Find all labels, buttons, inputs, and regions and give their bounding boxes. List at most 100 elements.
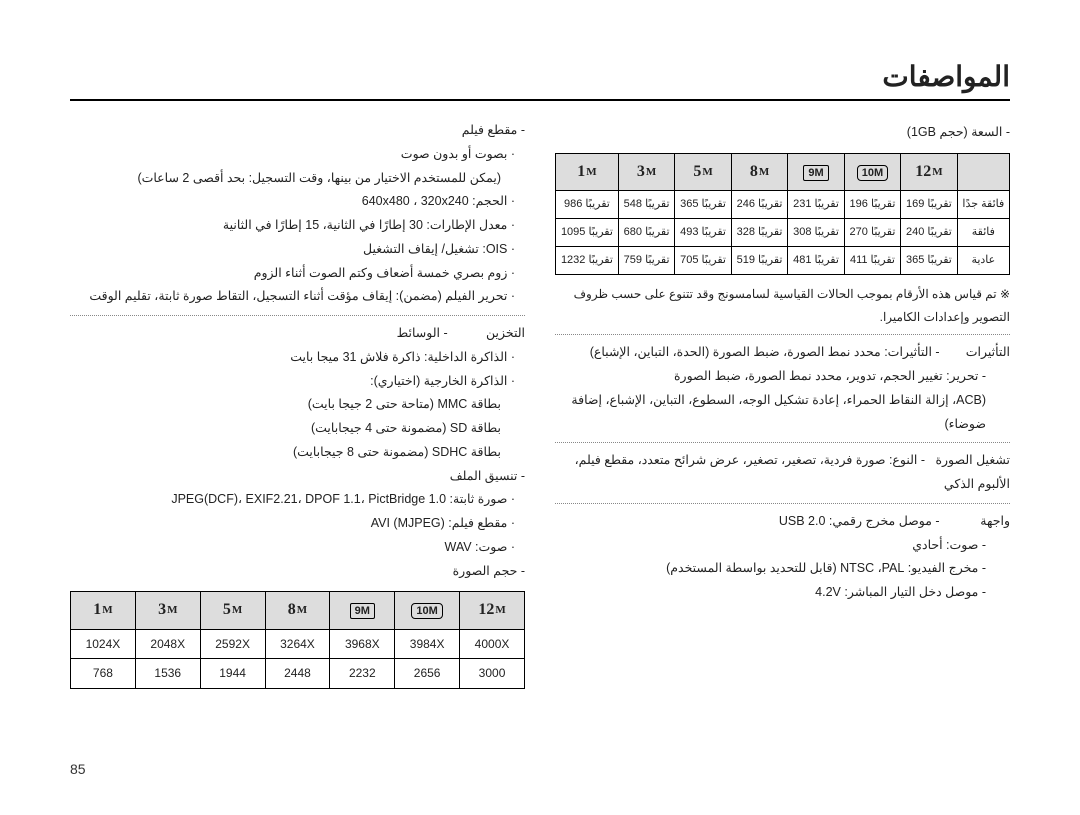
cap-header: 10M — [844, 153, 900, 190]
cap-cell: تقريبًا 308 — [788, 219, 844, 247]
cap-cell: تقريبًا 365 — [901, 246, 957, 274]
storage-row: التخزين - الوسائط — [70, 322, 525, 346]
external-mem: · الذاكرة الخارجية (اختياري): — [70, 370, 515, 394]
cap-cell: تقريبًا 411 — [844, 246, 900, 274]
cap-header: 3M — [618, 153, 674, 190]
cap-rowlabel: فائقة — [957, 219, 1009, 247]
storage-label: التخزين — [465, 322, 525, 346]
size-cell: 1536 — [135, 659, 200, 689]
cap-cell: تقريبًا 680 — [618, 219, 674, 247]
cap-cell: تقريبًا 231 — [788, 191, 844, 219]
cap-cell: تقريبًا 548 — [618, 191, 674, 219]
content-columns: - مقطع فيلم · بصوت أو بدون صوت (يمكن للم… — [70, 119, 1010, 689]
cap-rowlabel: فائقة جدًا — [957, 191, 1009, 219]
dc-line: - موصل دخل التيار المباشر: 4.2V — [555, 581, 986, 605]
size-cell: 2048X — [135, 629, 200, 659]
size-cell: 1024X — [71, 629, 136, 659]
size-cell: 768 — [71, 659, 136, 689]
mmc-line: بطاقة MMC (متاحة حتى 2 جيجا بايت) — [70, 393, 501, 417]
size-cell: 1944 — [200, 659, 265, 689]
video-zoom: · زوم بصري خمسة أضعاف وكتم الصوت أثناء ا… — [70, 262, 515, 286]
left-column: - السعة (حجم 1GB) 12M10M9M8M5M3M1M فائقة… — [555, 119, 1010, 689]
size-cell: 3000 — [460, 659, 525, 689]
size-header: 12M — [460, 592, 525, 629]
cap-cell: تقريبًا 519 — [731, 246, 787, 274]
size-header: 8M — [265, 592, 330, 629]
cap-header: 8M — [731, 153, 787, 190]
size-cell: 3984X — [395, 629, 460, 659]
capacity-note: ※ تم قياس هذه الأرقام بموجب الحالات القي… — [555, 283, 1010, 329]
size-cell: 3264X — [265, 629, 330, 659]
cap-header-blank — [957, 153, 1009, 190]
usb-line: - موصل مخرج رقمي: USB 2.0 — [779, 514, 940, 528]
cap-cell: تقريبًا 759 — [618, 246, 674, 274]
capacity-caption: - السعة (حجم 1GB) — [555, 121, 1010, 145]
sdhc-line: بطاقة SDHC (مضمونة حتى 8 جيجابايت) — [70, 441, 501, 465]
cap-cell: تقريبًا 493 — [675, 219, 731, 247]
cap-header: 12M — [901, 153, 957, 190]
cap-header: 5M — [675, 153, 731, 190]
video-out-line: - مخرج الفيديو: NTSC ،PAL (قابل للتحديد … — [555, 557, 986, 581]
divider — [70, 315, 525, 316]
cap-cell: تقريبًا 365 — [675, 191, 731, 219]
video-size: · الحجم: 640x480 ، 320x240 — [70, 190, 515, 214]
interface-row: واجهة - موصل مخرج رقمي: USB 2.0 — [555, 510, 1010, 534]
cap-cell: تقريبًا 196 — [844, 191, 900, 219]
cap-cell: تقريبًا 1232 — [556, 246, 619, 274]
movie-format: · مقطع فيلم: AVI (MJPEG) — [70, 512, 515, 536]
playback-label: تشغيل الصورة — [935, 449, 1010, 473]
video-note: (يمكن للمستخدم الاختيار من بينها، وقت ال… — [70, 167, 501, 191]
cap-rowlabel: عادية — [957, 246, 1009, 274]
divider — [555, 334, 1010, 335]
size-header: 5M — [200, 592, 265, 629]
audio-line: - صوت: أحادي — [555, 534, 986, 558]
acb-line: (ACB، إزالة النقاط الحمراء، إعادة تشكيل … — [555, 389, 986, 437]
sound-format: · صوت: WAV — [70, 536, 515, 560]
size-header: 3M — [135, 592, 200, 629]
cap-cell: تقريبًا 246 — [731, 191, 787, 219]
size-cell: 2232 — [330, 659, 395, 689]
internal-mem: · الذاكرة الداخلية: ذاكرة فلاش 31 ميجا ب… — [70, 346, 515, 370]
video-clip-label: - مقطع فيلم — [70, 119, 525, 143]
size-cell: 4000X — [460, 629, 525, 659]
playback-row: تشغيل الصورة - النوع: صورة فردية، تصغير،… — [555, 449, 1010, 497]
size-cell: 3968X — [330, 629, 395, 659]
image-size-table: 1M3M5M8M9M10M12M 1024X2048X2592X3264X396… — [70, 591, 525, 689]
video-ois: · OIS: تشغيل/ إيقاف التشغيل — [70, 238, 515, 262]
cap-cell: تقريبًا 705 — [675, 246, 731, 274]
video-fps: · معدل الإطارات: 30 إطارًا في الثانية، 1… — [70, 214, 515, 238]
cap-header: 9M — [788, 153, 844, 190]
page-number: 85 — [70, 761, 86, 777]
file-format-label: - تنسيق الملف — [70, 465, 525, 489]
size-cell: 2656 — [395, 659, 460, 689]
sd-line: بطاقة SD (مضمونة حتى 4 جيجابايت) — [70, 417, 501, 441]
interface-label: واجهة — [950, 510, 1010, 534]
image-size-label: - حجم الصورة — [70, 560, 525, 584]
edit2-line: - تحرير: تغيير الحجم، تدوير، محدد نمط ال… — [555, 365, 986, 389]
cap-cell: تقريبًا 986 — [556, 191, 619, 219]
cap-cell: تقريبًا 169 — [901, 191, 957, 219]
page-title: المواصفات — [70, 60, 1010, 101]
effects-label: التأثيرات — [950, 341, 1010, 365]
media-label: - الوسائط — [397, 326, 448, 340]
video-edit: · تحرير الفيلم (مضمن): إيقاف مؤقت أثناء … — [70, 285, 515, 309]
divider — [555, 503, 1010, 504]
cap-cell: تقريبًا 328 — [731, 219, 787, 247]
size-cell: 2448 — [265, 659, 330, 689]
size-header: 10M — [395, 592, 460, 629]
cap-cell: تقريبًا 240 — [901, 219, 957, 247]
still-format: · صورة ثابتة: JPEG(DCF)، EXIF2.21، DPOF … — [70, 488, 515, 512]
size-header: 9M — [330, 592, 395, 629]
cap-header: 1M — [556, 153, 619, 190]
capacity-table: 12M10M9M8M5M3M1M فائقة جدًاتقريبًا 169تق… — [555, 153, 1010, 275]
divider — [555, 442, 1010, 443]
cap-cell: تقريبًا 270 — [844, 219, 900, 247]
video-audio-line: · بصوت أو بدون صوت — [70, 143, 515, 167]
effects-line: - التأثيرات: محدد نمط الصورة، ضبط الصورة… — [590, 345, 940, 359]
effects-row: التأثيرات - التأثيرات: محدد نمط الصورة، … — [555, 341, 1010, 365]
cap-cell: تقريبًا 1095 — [556, 219, 619, 247]
cap-cell: تقريبًا 481 — [788, 246, 844, 274]
size-cell: 2592X — [200, 629, 265, 659]
right-column: - مقطع فيلم · بصوت أو بدون صوت (يمكن للم… — [70, 119, 525, 689]
size-header: 1M — [71, 592, 136, 629]
